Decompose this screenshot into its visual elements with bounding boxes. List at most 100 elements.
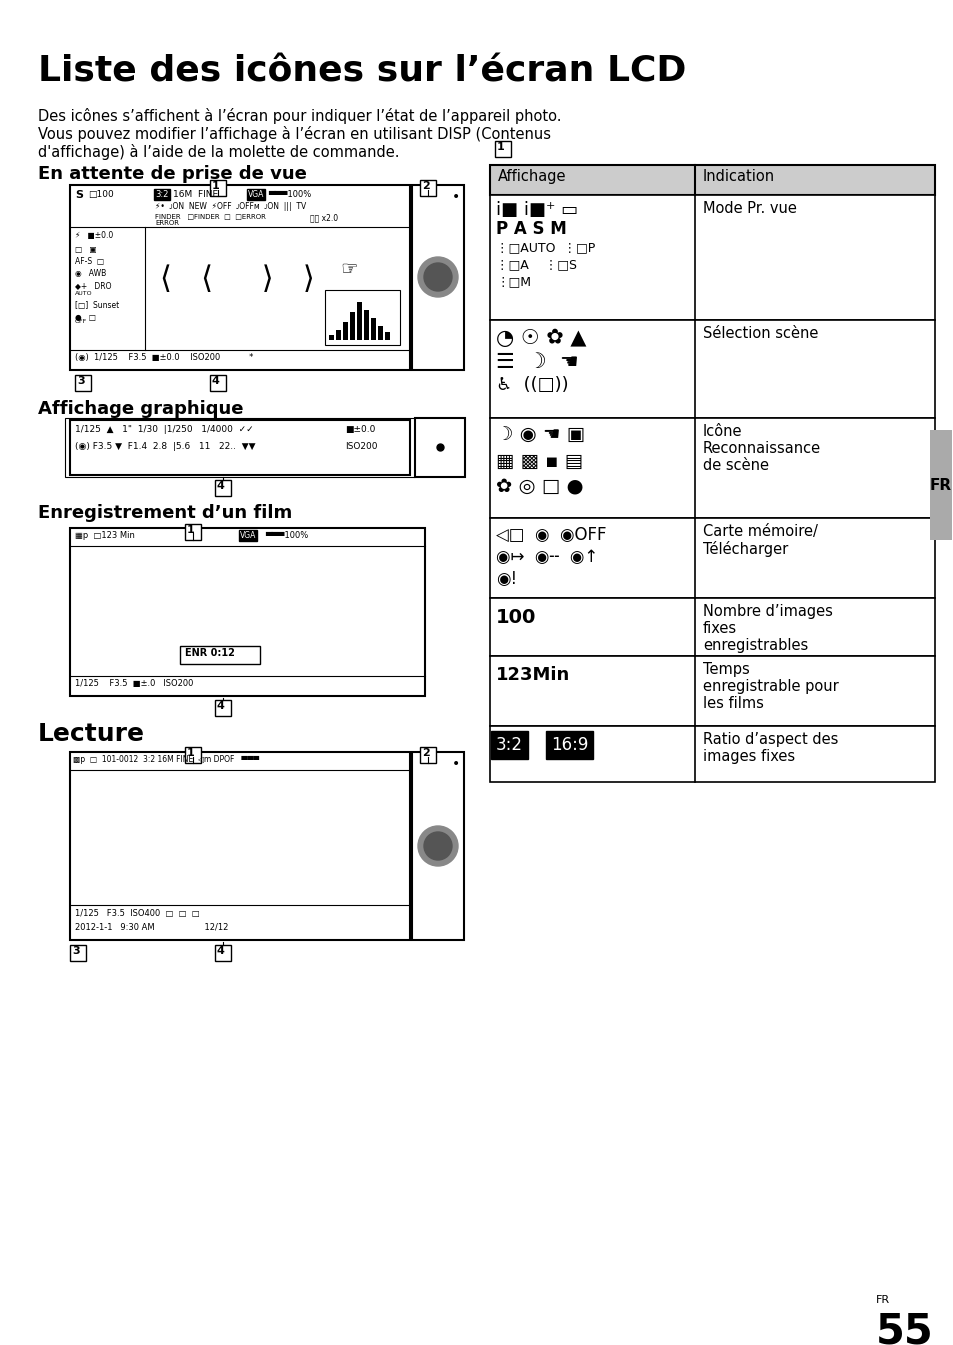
Bar <box>415 418 464 477</box>
Text: de scène: de scène <box>702 459 768 473</box>
Text: ⌕⌕ x2.0: ⌕⌕ x2.0 <box>310 213 337 222</box>
Bar <box>75 375 91 391</box>
Text: ⚡   ■±0.0: ⚡ ■±0.0 <box>75 231 113 239</box>
Text: images fixes: images fixes <box>702 749 794 764</box>
Text: ISO200: ISO200 <box>345 443 377 451</box>
Bar <box>490 599 934 656</box>
Text: 1: 1 <box>187 748 194 759</box>
Text: 4: 4 <box>216 482 225 491</box>
Text: □100: □100 <box>88 190 113 199</box>
Text: ◁□  ◉  ◉OFF: ◁□ ◉ ◉OFF <box>496 526 606 543</box>
Bar <box>490 726 934 781</box>
Text: FINDER   □FINDER  □  □ERROR: FINDER □FINDER □ □ERROR <box>154 213 266 219</box>
Bar <box>210 180 226 196</box>
Text: 123Min: 123Min <box>496 666 570 685</box>
Text: 16:9: 16:9 <box>551 736 588 755</box>
Bar <box>377 325 382 340</box>
Text: FR: FR <box>929 477 951 492</box>
Bar <box>412 752 463 940</box>
Text: 2: 2 <box>421 748 429 759</box>
Circle shape <box>417 826 457 866</box>
Bar <box>343 321 348 340</box>
Text: 16M  FINE: 16M FINE <box>172 190 218 199</box>
Text: Des icônes s’affichent à l’écran pour indiquer l’état de l’appareil photo.: Des icônes s’affichent à l’écran pour in… <box>38 108 561 124</box>
Text: ⚡•  ᴊON  NEW  ⚡OFF  ᴊOFFᴍ  ᴊON  |||  TV: ⚡• ᴊON NEW ⚡OFF ᴊOFFᴍ ᴊON ||| TV <box>154 202 306 211</box>
Text: 1: 1 <box>187 525 194 535</box>
Text: S: S <box>75 190 83 200</box>
Text: Sélection scène: Sélection scène <box>702 325 818 342</box>
Text: Icône: Icône <box>702 424 741 438</box>
Bar <box>350 312 355 340</box>
Text: ☞: ☞ <box>339 260 357 278</box>
Text: [□]  Sunset: [□] Sunset <box>75 301 119 309</box>
Text: Nombre d’images: Nombre d’images <box>702 604 832 619</box>
Text: 55: 55 <box>875 1310 933 1345</box>
Bar <box>412 186 463 370</box>
Bar <box>70 752 410 940</box>
Bar <box>70 529 424 695</box>
Text: ◉   AWB: ◉ AWB <box>75 269 106 278</box>
Circle shape <box>417 257 457 297</box>
Text: 3:2: 3:2 <box>496 736 522 755</box>
Text: ▩p  □  101-0012  3:2 16M FINE  ◁m DPOF   ▀▀▀: ▩p □ 101-0012 3:2 16M FINE ◁m DPOF ▀▀▀ <box>73 755 259 764</box>
Text: ✿ ◎ □ ●: ✿ ◎ □ ● <box>496 476 583 495</box>
Text: ERROR: ERROR <box>154 221 179 226</box>
Text: •: • <box>452 757 459 771</box>
Bar <box>490 165 934 195</box>
Text: 4: 4 <box>216 701 225 712</box>
Bar <box>385 332 390 340</box>
Text: ◔ ☉ ✿ ▲: ◔ ☉ ✿ ▲ <box>496 328 586 348</box>
Text: 4: 4 <box>216 946 225 956</box>
Text: 3: 3 <box>77 377 85 386</box>
Text: ◉↦  ◉╌  ◉↑: ◉↦ ◉╌ ◉↑ <box>496 547 598 566</box>
Bar <box>329 335 334 340</box>
Bar <box>325 291 399 346</box>
Text: 1: 1 <box>497 143 504 152</box>
Text: les films: les films <box>702 695 763 712</box>
Text: ▀▀▀100%: ▀▀▀100% <box>268 190 311 199</box>
Bar <box>180 646 260 664</box>
Text: (◉)  1/125    F3.5  ■±0.0    ISO200           *: (◉) 1/125 F3.5 ■±0.0 ISO200 * <box>75 352 253 362</box>
Text: P A S M: P A S M <box>496 221 566 238</box>
Text: ▀▀▀100%: ▀▀▀100% <box>265 531 308 539</box>
Text: □   ▣: □ ▣ <box>75 245 96 254</box>
Text: ⋮□AUTO  ⋮□P: ⋮□AUTO ⋮□P <box>496 241 595 254</box>
Text: Mode Pr. vue: Mode Pr. vue <box>702 200 796 217</box>
Text: Ratio d’aspect des: Ratio d’aspect des <box>702 732 838 746</box>
Text: VGA: VGA <box>240 531 256 539</box>
Text: 100: 100 <box>496 608 536 627</box>
Text: 1/125  ▲   1"  1/30  |1/250   1/4000  ✓✓: 1/125 ▲ 1" 1/30 |1/250 1/4000 ✓✓ <box>75 425 253 434</box>
Text: ☰  ☽  ☚: ☰ ☽ ☚ <box>496 352 578 373</box>
Text: Enregistrement d’un film: Enregistrement d’un film <box>38 504 292 522</box>
Text: ▦ ▩ ▪ ▤: ▦ ▩ ▪ ▤ <box>496 452 582 471</box>
Bar <box>495 141 511 157</box>
Bar <box>185 746 201 763</box>
Text: 2: 2 <box>421 182 429 191</box>
Text: Lecture: Lecture <box>38 722 145 746</box>
Text: Reconnaissance: Reconnaissance <box>702 441 821 456</box>
Text: ⋮□A    ⋮□S: ⋮□A ⋮□S <box>496 258 577 270</box>
Text: Indication: Indication <box>702 169 774 184</box>
Text: AF-S  □: AF-S □ <box>75 257 104 266</box>
Text: En attente de prise de vue: En attente de prise de vue <box>38 165 307 183</box>
Bar <box>490 320 934 418</box>
Text: OFF: OFF <box>75 319 87 324</box>
Text: ◉!: ◉! <box>496 570 517 588</box>
Bar <box>364 309 369 340</box>
Text: Affichage: Affichage <box>497 169 566 184</box>
Bar <box>214 946 231 960</box>
Text: •: • <box>452 190 459 204</box>
Text: 2012-1-1   9:30 AM                   12/12: 2012-1-1 9:30 AM 12/12 <box>75 923 228 931</box>
Text: 1/125   F3.5  ISO400  □  □  □: 1/125 F3.5 ISO400 □ □ □ <box>75 909 199 919</box>
Bar <box>210 375 226 391</box>
Text: ENR 0:12: ENR 0:12 <box>185 648 234 658</box>
Text: ●   □: ● □ <box>75 313 96 321</box>
Text: FR: FR <box>875 1295 889 1305</box>
Text: i■ i■⁺ ▭: i■ i■⁺ ▭ <box>496 200 578 219</box>
Text: 1/125    F3.5  ■±.0   ISO200: 1/125 F3.5 ■±.0 ISO200 <box>75 679 193 689</box>
Bar <box>371 317 375 340</box>
Bar <box>419 180 436 196</box>
Text: AUTO: AUTO <box>75 291 92 296</box>
Text: fixes: fixes <box>702 621 737 636</box>
Text: ☽ ◉ ☚ ▣: ☽ ◉ ☚ ▣ <box>496 426 584 445</box>
